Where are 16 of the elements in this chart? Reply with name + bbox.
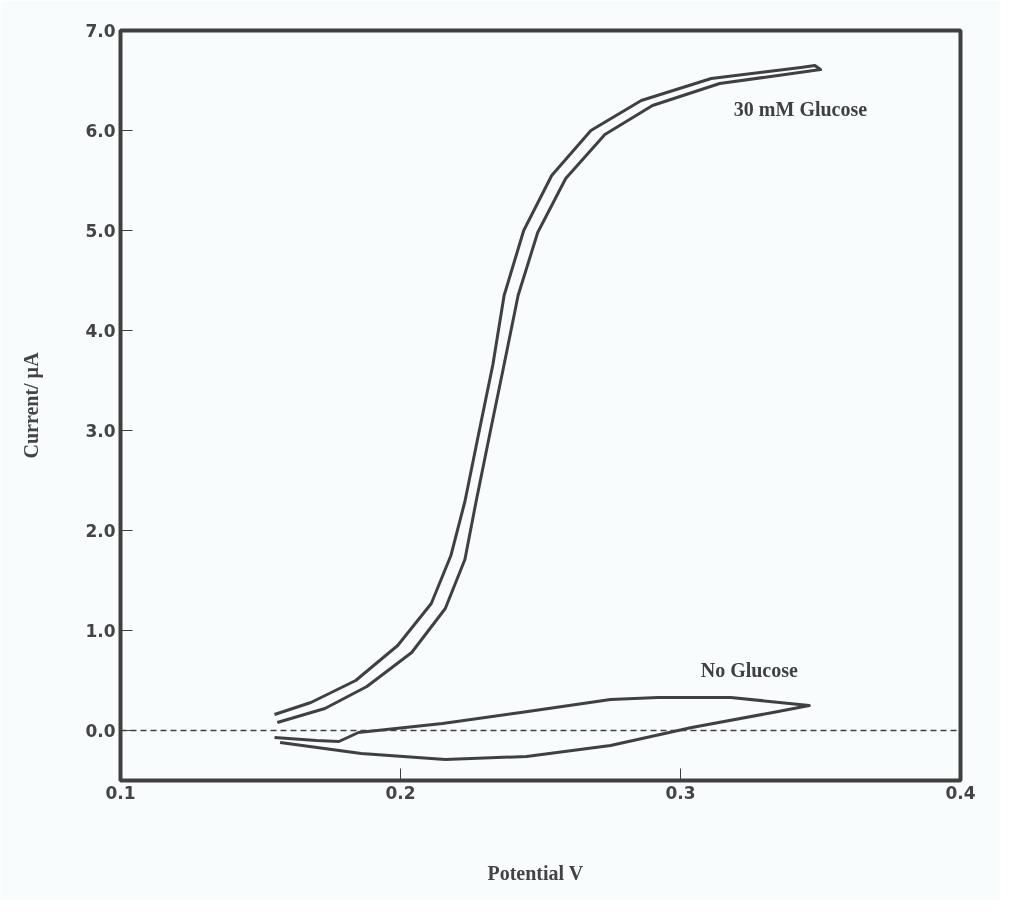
- x-tick-label: 0.3: [665, 782, 696, 803]
- y-tick-label: 2.0: [85, 521, 116, 541]
- y-axis-title: Current/ µA: [20, 351, 44, 459]
- x-axis-title: Potential V: [487, 861, 584, 884]
- y-tick-label: 7.0: [85, 21, 116, 41]
- y-tick-label: 4.0: [85, 321, 116, 341]
- x-tick-label: 0.2: [385, 782, 416, 803]
- x-tick-label: 0.4: [945, 782, 976, 803]
- y-tick-label: 3.0: [85, 421, 116, 441]
- y-tick-label: 0.0: [85, 721, 116, 741]
- series-label: No Glucose: [700, 658, 799, 681]
- x-tick-label: 0.1: [105, 782, 136, 803]
- y-tick-label: 1.0: [85, 621, 116, 641]
- y-tick-label: 6.0: [85, 121, 116, 141]
- y-tick-label: 5.0: [85, 221, 116, 241]
- series-label: 30 mM Glucose: [733, 97, 868, 120]
